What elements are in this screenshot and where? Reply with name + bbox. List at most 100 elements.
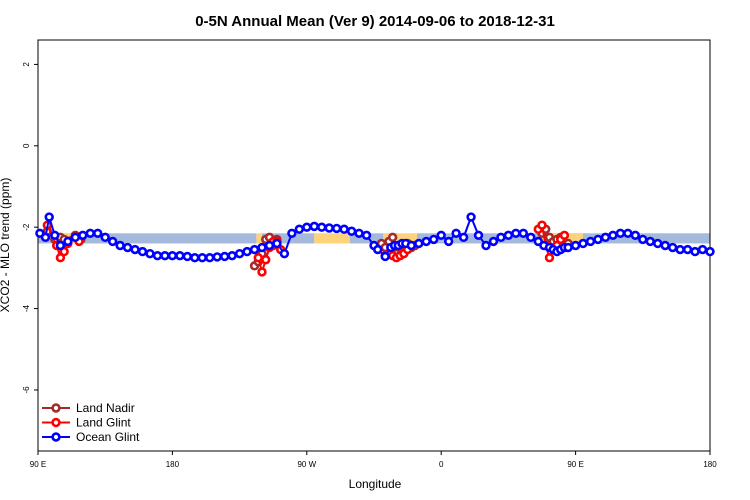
ocean-glint-point xyxy=(152,250,163,261)
ocean-glint-point xyxy=(50,230,60,241)
ocean-glint-point xyxy=(167,250,178,261)
y-tick-label: -2 xyxy=(22,223,31,231)
ocean-glint-point xyxy=(272,238,282,249)
ocean-glint-point xyxy=(354,228,364,238)
ocean-glint-point xyxy=(496,232,506,243)
ocean-band-0 xyxy=(38,233,257,244)
ocean-glint-point xyxy=(93,228,103,238)
land-band-1 xyxy=(256,233,262,244)
legend-label-land-glint: Land Glint xyxy=(76,416,131,430)
plot-area xyxy=(37,39,711,452)
ocean-glint-point xyxy=(212,252,222,262)
ocean-glint-point xyxy=(331,223,342,234)
x-tick-label: 180 xyxy=(166,460,180,469)
ocean-glint-point xyxy=(645,236,655,247)
y-tick-label: 0 xyxy=(22,143,31,148)
ocean-glint-point xyxy=(145,248,155,259)
ocean-glint-point xyxy=(458,232,469,243)
ocean-glint-point xyxy=(302,222,312,232)
ocean-glint-point xyxy=(451,228,461,238)
ocean-glint-point xyxy=(414,238,424,249)
land-glint-point xyxy=(257,267,267,277)
land-band-2 xyxy=(314,233,350,244)
ocean-glint-point xyxy=(630,230,641,241)
series-ocean-glint xyxy=(35,212,715,263)
ocean-glint-point xyxy=(324,223,334,233)
ocean-glint-point xyxy=(373,244,383,255)
land-glint-point xyxy=(537,220,547,230)
x-tick-label: 90 W xyxy=(297,460,316,469)
ocean-glint-point xyxy=(309,221,319,232)
ocean-glint-point xyxy=(294,224,305,234)
ocean-glint-point xyxy=(339,224,349,234)
ocean-glint-point xyxy=(675,244,685,255)
land-glint-point xyxy=(253,253,263,263)
ocean-glint-point xyxy=(623,228,633,238)
chart-title: 0-5N Annual Mean (Ver 9) 2014-09-06 to 2… xyxy=(195,13,555,30)
ocean-glint-point xyxy=(55,240,66,251)
land-nadir-point xyxy=(387,232,398,243)
land-glint-point xyxy=(559,230,570,241)
y-axis-title: XCO2 - MLO trend (ppm) xyxy=(0,178,12,313)
ocean-glint-point xyxy=(653,238,663,249)
ocean-glint-point xyxy=(518,228,529,238)
ocean-glint-point xyxy=(130,244,140,255)
ocean-glint-point xyxy=(488,236,499,247)
ocean-glint-point xyxy=(234,248,245,259)
ocean-glint-point xyxy=(264,240,275,251)
ocean-glint-point xyxy=(40,232,51,243)
ocean-glint-point xyxy=(100,232,110,243)
land-band-3 xyxy=(383,233,417,244)
ocean-glint-point xyxy=(466,212,476,222)
ocean-glint-point xyxy=(667,242,678,253)
legend-marker-land-glint xyxy=(51,417,61,428)
ocean-glint-point xyxy=(697,244,708,255)
ocean-glint-point xyxy=(380,251,390,262)
legend-marker-land-nadir xyxy=(51,403,61,413)
ocean-glint-point xyxy=(122,242,133,253)
ocean-glint-point xyxy=(638,234,648,245)
series xyxy=(35,212,715,277)
ocean-glint-point xyxy=(481,240,491,251)
ocean-glint-point xyxy=(361,230,372,241)
ocean-glint-point xyxy=(690,246,700,257)
ocean-glint-point xyxy=(705,246,715,257)
ocean-glint-point xyxy=(436,230,446,241)
ocean-glint-point xyxy=(578,238,588,249)
ocean-glint-point xyxy=(421,236,431,247)
ocean-glint-point xyxy=(85,228,95,238)
ocean-glint-point xyxy=(615,228,626,238)
ocean-glint-point xyxy=(70,232,81,243)
y-tick-label: -4 xyxy=(22,304,31,312)
ocean-glint-point xyxy=(511,228,521,238)
ocean-glint-point xyxy=(608,230,618,241)
x-tick-label: 90 E xyxy=(30,460,46,469)
ocean-glint-point xyxy=(660,240,670,251)
ocean-glint-point xyxy=(205,253,215,263)
ocean-glint-point xyxy=(526,232,536,243)
ocean-glint-point xyxy=(503,230,514,241)
axes: 90 E 180 90 W 0 90 E 180 2 0 -2 -4 -6 xyxy=(22,62,717,469)
legend-label-land-nadir: Land Nadir xyxy=(76,401,135,415)
ocean-glint-point xyxy=(63,236,73,247)
y-tick-label: -6 xyxy=(22,386,31,394)
x-axis-title: Longitude xyxy=(349,477,402,491)
ocean-glint-point xyxy=(287,228,297,238)
ocean-glint-point xyxy=(563,242,573,253)
ocean-glint-point xyxy=(175,250,185,261)
ocean-glint-point xyxy=(279,248,290,259)
land-glint-point xyxy=(544,253,555,263)
ocean-glint-point xyxy=(317,222,327,232)
ocean-band-1 xyxy=(262,233,315,244)
ocean-glint-point xyxy=(78,230,88,241)
ocean-glint-point xyxy=(406,240,417,251)
ocean-glint-point xyxy=(227,250,237,261)
ocean-glint-point xyxy=(242,246,252,257)
ocean-glint-point xyxy=(182,251,193,262)
ocean-glint-point xyxy=(219,251,230,262)
ocean-glint-point xyxy=(473,230,484,241)
ocean-glint-point xyxy=(197,253,207,263)
ocean-glint-point xyxy=(190,253,200,263)
ocean-glint-point xyxy=(160,250,170,261)
